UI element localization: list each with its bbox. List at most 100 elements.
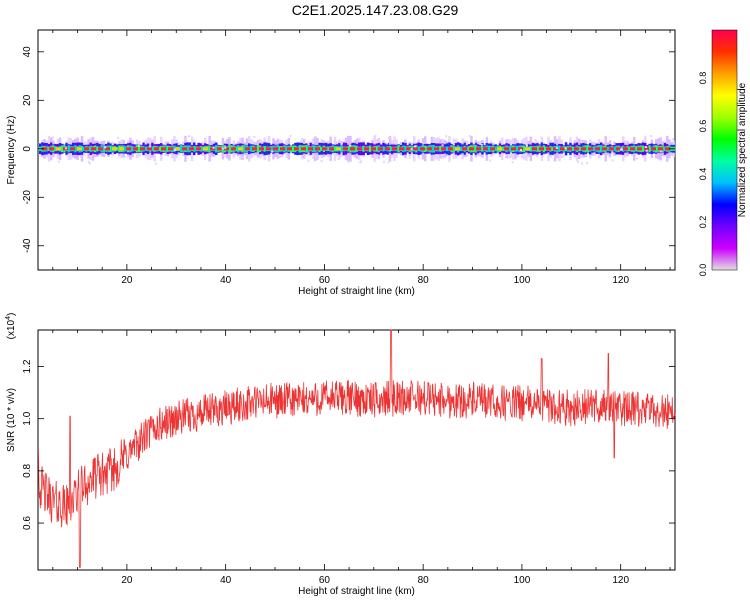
heatmap-cell [327, 146, 330, 151]
heatmap-cell [347, 160, 350, 163]
heatmap-cell [126, 147, 131, 151]
snr-x-tick-label: 60 [319, 575, 331, 586]
heatmap-cell [578, 146, 581, 152]
heatmap-cell [231, 147, 236, 151]
heatmap-cell [459, 146, 462, 152]
heatmap-x-tick-label: 40 [220, 275, 232, 286]
heatmap-cell [371, 147, 376, 151]
heatmap-cell [193, 139, 196, 142]
heatmap-cell [497, 147, 502, 151]
heatmap-cell [659, 150, 662, 153]
heatmap-cell [562, 155, 565, 158]
heatmap-cell [539, 147, 544, 151]
heatmap-cell [70, 156, 73, 159]
heatmap-cell [469, 147, 474, 151]
heatmap-cell [89, 145, 93, 152]
heatmap-cell [182, 147, 187, 151]
heatmap-cell [518, 147, 523, 151]
heatmap-cell [501, 146, 504, 152]
snr-y-tick-label: 0.6 [22, 516, 33, 530]
heatmap-cell [119, 147, 124, 151]
heatmap-cell [84, 147, 89, 151]
heatmap-cell [77, 147, 82, 151]
heatmap-cell [465, 146, 469, 151]
heatmap-cell [320, 160, 323, 163]
heatmap-cell [595, 147, 600, 151]
heatmap-cell [558, 145, 561, 152]
heatmap-cell [523, 145, 526, 153]
heatmap-cell [490, 147, 495, 151]
snr-axes: 20 40 60 80 100 120 0.6 0.8 1.0 1.2 [22, 330, 675, 586]
heatmap-cell [242, 156, 245, 159]
heatmap-cell [623, 147, 628, 151]
heatmap-cell [175, 147, 180, 151]
heatmap-cell [308, 147, 313, 151]
heatmap-cell [273, 147, 278, 151]
heatmap-cell [445, 135, 448, 138]
heatmap-cell [655, 145, 658, 153]
snr-frame [37, 329, 676, 571]
heatmap-cell [238, 147, 243, 151]
heatmap-cell [385, 142, 388, 145]
heatmap-cell [651, 147, 656, 151]
heatmap-cell [285, 145, 288, 152]
heatmap-cell [154, 147, 159, 151]
heatmap-cell [474, 145, 478, 153]
heatmap-cell [117, 136, 120, 139]
heatmap-cell [399, 147, 404, 151]
heatmap-cell [57, 160, 60, 163]
heatmap-cell [245, 147, 250, 151]
heatmap-cell [157, 146, 161, 152]
heatmap-cell [284, 141, 287, 144]
heatmap-cell [473, 142, 476, 145]
heatmap-cell [413, 141, 416, 144]
colorbar-tick-label: 0.4 [698, 168, 708, 181]
heatmap-cell [79, 155, 82, 158]
heatmap-cell [266, 147, 271, 151]
colorbar-ticks: 0.0 0.2 0.4 0.6 0.8 [698, 72, 708, 277]
heatmap-cell [561, 140, 564, 143]
snr-scale-note: (x104) [5, 313, 17, 340]
heatmap-cell [120, 142, 123, 145]
heatmap-cell [611, 151, 614, 154]
heatmap-cell [144, 146, 148, 151]
heatmap-cell [253, 135, 256, 138]
heatmap-cell [611, 159, 614, 162]
heatmap-cell [483, 147, 488, 151]
heatmap-cell [154, 162, 157, 165]
heatmap-cell [54, 146, 57, 152]
heatmap-cell [208, 145, 211, 153]
heatmap-x-axis-label: Height of straight line (km) [298, 286, 415, 297]
heatmap-cell [644, 145, 647, 148]
heatmap-cell [520, 149, 523, 152]
heatmap-cell [648, 145, 651, 153]
heatmap-cell [382, 160, 385, 163]
heatmap-cell [173, 145, 176, 153]
heatmap-cell [665, 147, 670, 151]
heatmap-cell [378, 139, 381, 142]
snr-x-tick-label: 40 [220, 575, 232, 586]
heatmap-cell [340, 142, 343, 145]
heatmap-cell [292, 145, 295, 153]
heatmap-x-tick-label: 60 [319, 275, 331, 286]
heatmap-cell [336, 147, 341, 151]
heatmap-cell [560, 147, 565, 151]
heatmap-cell [375, 145, 379, 152]
heatmap-y-tick-label: 20 [22, 94, 33, 106]
heatmap-cell [294, 147, 299, 151]
heatmap-cell [441, 144, 444, 147]
heatmap-cell [439, 145, 442, 152]
colorbar-tick-label: 0.0 [698, 264, 708, 277]
heatmap-cell [203, 147, 208, 151]
heatmap-cell [161, 147, 166, 151]
heatmap-cell [628, 146, 632, 152]
heatmap-cell [382, 146, 385, 152]
snr-x-tick-label: 80 [418, 575, 430, 586]
heatmap-cell [505, 154, 508, 157]
heatmap-cell [534, 139, 537, 142]
heatmap-cell [340, 145, 343, 153]
heatmap-cell [487, 145, 491, 152]
heatmap-cell [369, 145, 372, 153]
heatmap-cell [452, 145, 456, 152]
heatmap-cell [567, 147, 572, 151]
